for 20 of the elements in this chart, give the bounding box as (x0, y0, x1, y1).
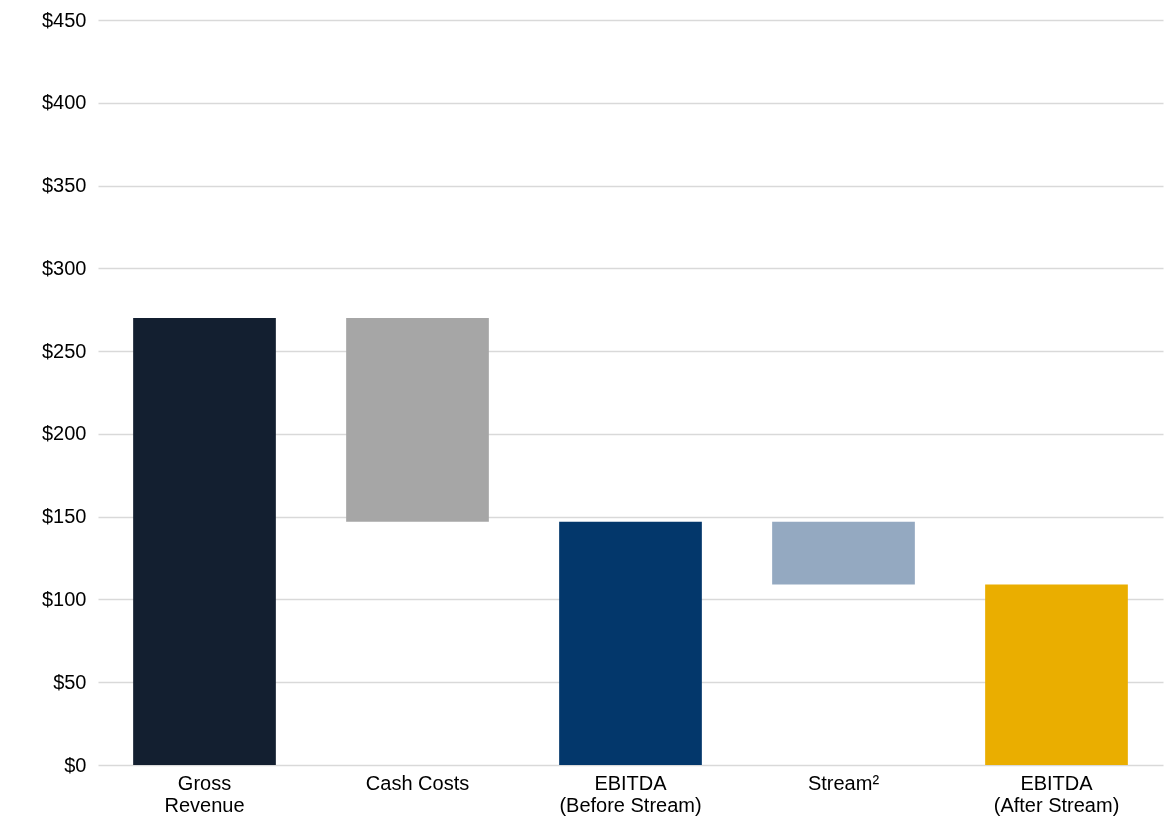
bar (772, 521, 915, 585)
y-tick-label: $150 (42, 505, 87, 528)
y-tick-label: $100 (42, 587, 87, 610)
y-tick-label: $350 (42, 174, 87, 197)
bar (985, 584, 1128, 765)
y-tick-label: $200 (42, 422, 87, 445)
y-tick-label: $300 (42, 256, 87, 279)
bar (133, 318, 276, 765)
x-tick-label: Gross Revenue (164, 771, 245, 816)
x-tick-label: EBITDA (After Stream) (993, 771, 1120, 816)
y-tick-label: $450 (42, 8, 87, 31)
y-tick-label: $50 (53, 670, 87, 693)
y-tick-label: $400 (42, 91, 87, 114)
bar (559, 521, 702, 765)
x-tick-label: Cash Costs (365, 771, 470, 794)
x-tick-label: EBITDA (Before Stream) (559, 771, 702, 816)
x-tick-label: Stream² (807, 771, 880, 794)
y-tick-label: $0 (64, 753, 87, 776)
bar (346, 318, 489, 522)
y-tick-label: $250 (42, 339, 87, 362)
